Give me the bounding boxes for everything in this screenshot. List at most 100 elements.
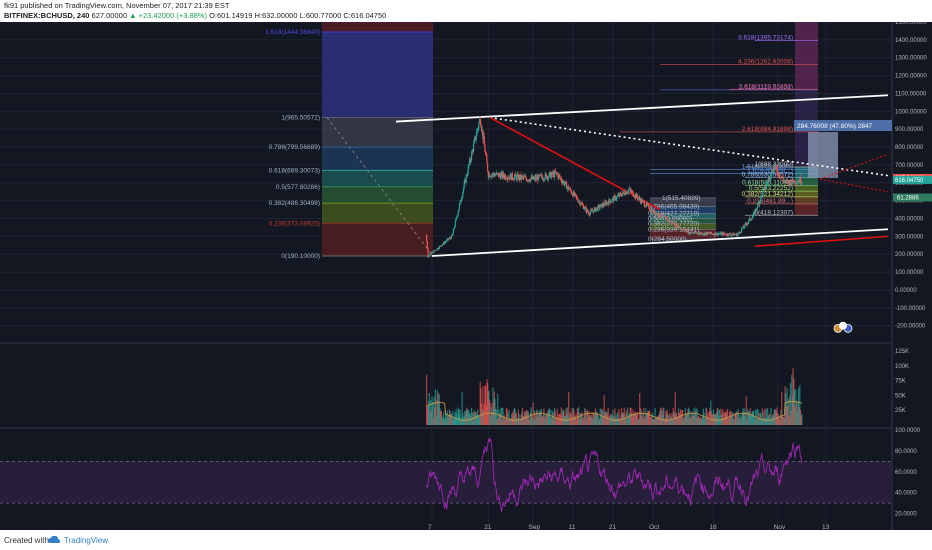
candle-body [637, 198, 639, 200]
candle-body [598, 205, 601, 209]
candle-body [456, 215, 459, 217]
candle-body [698, 233, 700, 235]
volume-bar [444, 417, 446, 425]
volume-bar [732, 419, 735, 425]
fib-zone [322, 147, 433, 171]
volume-bar [702, 408, 704, 425]
fib-zone [322, 117, 433, 148]
candle-body [768, 176, 770, 180]
candle-body [485, 151, 487, 155]
volume-bar [431, 396, 433, 425]
candle-body [664, 216, 666, 218]
candle-body [434, 250, 436, 251]
volume-bar [743, 408, 745, 425]
tradingview-brand[interactable]: TradingView [64, 536, 109, 545]
candle-body [585, 207, 587, 212]
candle-body [454, 220, 457, 227]
candle-body [773, 166, 775, 173]
candle-body [603, 205, 605, 207]
candle-body [486, 156, 488, 164]
candle-body [675, 223, 677, 227]
candle-body [754, 211, 756, 214]
candle-body [472, 143, 475, 152]
candle-body [474, 136, 476, 140]
candle-body [734, 234, 737, 236]
candle-body [503, 172, 505, 177]
candle-body [638, 197, 640, 199]
candle-body [629, 188, 631, 191]
candle-body [787, 180, 789, 184]
candle-body [718, 233, 721, 235]
candle-body [580, 203, 583, 205]
volume-bar [427, 406, 429, 425]
fib-right-level-label: 0.786(630.50572) [742, 171, 793, 178]
candle-body [487, 171, 489, 177]
volume-bar [742, 408, 744, 425]
candle-body [519, 174, 522, 180]
candle-body [538, 174, 540, 176]
candle-body [732, 232, 735, 236]
candle-body [465, 175, 467, 183]
volume-bar [681, 409, 683, 425]
volume-bar [477, 414, 479, 425]
volume-bar [645, 413, 647, 425]
candle-body [729, 233, 731, 235]
volume-bar [616, 418, 618, 425]
volume-bar [462, 413, 464, 425]
candle-body [534, 176, 536, 180]
volume-bar [480, 388, 482, 425]
price-change: ▲ +23.42000 (+3.88%) [129, 11, 207, 20]
candle-body [698, 233, 700, 235]
volume-bar [501, 419, 503, 425]
volume-bar [584, 407, 586, 425]
candle-body [777, 172, 779, 176]
chart-canvas[interactable]: -200.00000 -100.00000 0.00000 100.00000 200.… [0, 22, 932, 530]
candle-body [535, 176, 537, 180]
volume-bar [624, 417, 626, 425]
candle-body [710, 231, 712, 234]
rsi-tick-label: 80.0000 [895, 449, 917, 455]
candle-body [496, 172, 498, 174]
volume-bar [688, 407, 690, 425]
volume-bar [744, 412, 747, 425]
volume-bar [705, 407, 707, 425]
candle-body [575, 194, 577, 197]
candle-body [756, 208, 758, 210]
candle-body [798, 180, 800, 183]
candle-body [521, 176, 524, 177]
volume-bar [496, 419, 498, 425]
volume-bar [777, 414, 779, 425]
candle-body [535, 176, 538, 180]
time-tick-label: Oct [649, 524, 659, 530]
volume-bar [426, 405, 428, 425]
candle-body [442, 242, 444, 245]
volume-bar [787, 398, 790, 425]
candle-body [546, 176, 548, 179]
volume-bar [746, 408, 749, 425]
price-tick-label: 0.00000 [895, 288, 917, 294]
volume-bar [594, 415, 596, 425]
volume-bar [441, 416, 443, 425]
candle-body [684, 229, 686, 231]
candle-body [747, 222, 749, 224]
volume-bar [703, 412, 705, 425]
candle-body [621, 195, 623, 197]
volume-bar [686, 413, 688, 425]
candle-body [622, 191, 624, 194]
candle-body [600, 204, 602, 207]
fib-level-label: 0.786(799.56889) [269, 144, 320, 151]
candle-body [714, 232, 716, 236]
volume-bar [499, 414, 501, 425]
volume-bar [565, 408, 567, 425]
fib-right-level-label: 0.5(553.22252) [749, 185, 793, 192]
candle-body [614, 196, 617, 200]
volume-bar [759, 419, 761, 425]
candle-body [495, 172, 497, 175]
candle-body [630, 190, 632, 192]
volume-bar [610, 416, 612, 425]
volume-bar [636, 413, 638, 425]
candle-body [791, 178, 794, 184]
volume-bar [748, 412, 750, 425]
volume-bar [721, 413, 723, 425]
candle-body [610, 201, 613, 202]
